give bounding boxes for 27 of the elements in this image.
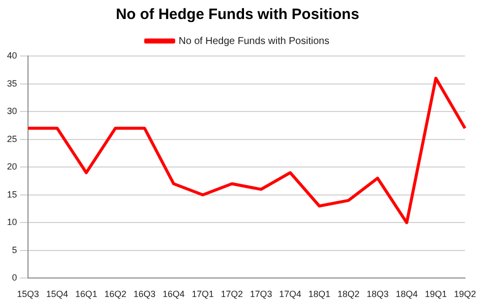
x-tick-label: 17Q4 xyxy=(279,289,302,300)
x-tick-label: 15Q4 xyxy=(46,289,68,300)
x-tick-label: 16Q4 xyxy=(162,289,185,300)
y-tick-label: 35 xyxy=(6,78,18,88)
y-tick-label: 30 xyxy=(6,106,18,116)
y-tick-label: 10 xyxy=(6,217,18,228)
x-tick-label: 18Q4 xyxy=(396,289,418,300)
x-tick-label: 15Q3 xyxy=(16,289,40,300)
x-tick-label: 16Q2 xyxy=(104,289,126,300)
x-tick-label: 17Q2 xyxy=(220,289,243,300)
y-tick-label: 25 xyxy=(6,134,18,144)
x-tick-label: 17Q3 xyxy=(250,289,272,300)
x-tick-label: 18Q3 xyxy=(366,289,389,300)
x-tick-label: 16Q1 xyxy=(75,289,98,300)
x-tick-label: 19Q2 xyxy=(454,289,476,300)
y-tick-label: 15 xyxy=(6,189,18,200)
x-tick-label: 16Q3 xyxy=(134,289,156,300)
chart-title: No of Hedge Funds with Positions xyxy=(116,6,360,24)
legend-label: No of Hedge Funds with Positions xyxy=(178,36,330,47)
x-tick-label: 19Q1 xyxy=(424,289,447,300)
y-tick-label: 5 xyxy=(12,244,18,255)
x-tick-label: 18Q2 xyxy=(337,289,360,300)
y-tick-label: 40 xyxy=(6,50,18,60)
y-tick-label: 0 xyxy=(12,272,18,283)
x-tick-label: 17Q1 xyxy=(192,289,214,300)
y-tick-label: 20 xyxy=(6,162,18,172)
x-tick-label: 18Q1 xyxy=(308,289,330,300)
